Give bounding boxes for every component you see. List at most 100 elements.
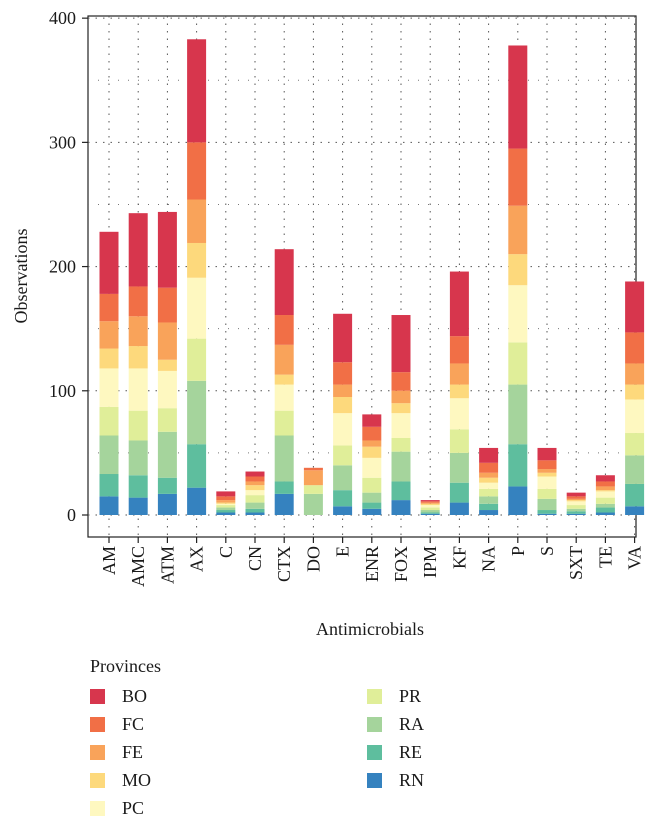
- stacked-bar-chart: 0 100 200 300 400 AM AMC ATM AX C CN CTX DO E ENR FOX IP…: [11, 8, 645, 639]
- bar-segment: [99, 406, 119, 436]
- bar-segment: [508, 342, 528, 385]
- bar-segment: [128, 213, 148, 287]
- legend-label: FC: [122, 713, 145, 734]
- x-tick-label: AMC: [128, 546, 148, 587]
- bar-segment: [128, 497, 148, 515]
- bar-segment: [128, 440, 148, 476]
- bar-segment: [245, 471, 265, 477]
- bar-segment: [216, 512, 236, 515]
- bar-segment: [595, 491, 615, 498]
- x-tick-label: AM: [99, 546, 119, 575]
- bar-segment: [99, 435, 119, 475]
- y-tick-label: 400: [49, 8, 76, 28]
- bar-segment: [508, 205, 528, 255]
- bar-segment: [157, 477, 177, 494]
- bar-segment: [479, 503, 499, 511]
- bar-segment: [479, 496, 499, 504]
- x-tick-label: SXT: [566, 546, 586, 580]
- legend-label: RE: [399, 741, 423, 762]
- bar-segment: [216, 507, 236, 511]
- bars-layer: [99, 39, 645, 515]
- bar-segment: [420, 503, 440, 506]
- bar-segment: [245, 485, 265, 491]
- bar-segment: [479, 472, 499, 478]
- x-tick-label: TE: [595, 546, 615, 568]
- y-axis-title: Observations: [11, 229, 31, 324]
- legend-title: Provinces: [90, 656, 161, 676]
- legend-item: RN: [367, 768, 424, 792]
- bar-segment: [99, 496, 119, 515]
- bar-segment: [362, 492, 382, 503]
- plot-frame: [87, 15, 637, 538]
- bar-segment: [362, 446, 382, 458]
- bar-segment: [362, 440, 382, 447]
- bar-segment: [274, 315, 294, 345]
- bar-segment: [333, 445, 353, 466]
- legend-swatch: [90, 688, 105, 704]
- bar-segment: [362, 477, 382, 493]
- x-tick-label: NA: [479, 546, 499, 572]
- x-tick-label: KF: [449, 546, 469, 569]
- bar-segment: [187, 444, 207, 488]
- bar-segment: [187, 142, 207, 200]
- bar-segment: [391, 390, 411, 404]
- bar-segment: [566, 492, 586, 497]
- bar-segment: [245, 502, 265, 509]
- bar-segment: [216, 496, 236, 501]
- bar-segment: [595, 497, 615, 504]
- bar-segment: [595, 486, 615, 491]
- bar-segment: [625, 433, 645, 456]
- bar-segment: [508, 486, 528, 515]
- legend-item: FE: [90, 740, 143, 764]
- legend-label: BO: [122, 685, 148, 706]
- legend-item: BO: [90, 684, 147, 708]
- bar-segment: [479, 488, 499, 497]
- legend-swatch: [367, 688, 382, 704]
- bar-segment: [595, 512, 615, 515]
- bar-segment: [566, 513, 586, 515]
- bar-segment: [128, 410, 148, 441]
- bar-segment: [449, 429, 469, 453]
- bar-segment: [187, 380, 207, 445]
- bar-segment: [537, 476, 557, 489]
- bar-segment: [537, 472, 557, 477]
- bar-segment: [420, 507, 440, 511]
- bar-segment: [187, 242, 207, 278]
- bar-segment: [187, 39, 207, 143]
- bar-segment: [566, 508, 586, 512]
- legend-item: FC: [90, 712, 144, 736]
- legend-item: RA: [367, 712, 424, 736]
- bar-segment: [625, 363, 645, 385]
- grid-layer: [88, 16, 636, 537]
- bar-segment: [99, 231, 119, 294]
- y-tick-label: 200: [49, 257, 76, 277]
- bar-segment: [245, 508, 265, 513]
- bar-segment: [449, 336, 469, 364]
- bar-segment: [128, 346, 148, 369]
- bar-segment: [537, 513, 557, 515]
- bar-segment: [333, 465, 353, 491]
- bar-segment: [420, 500, 440, 502]
- x-tick-label: CN: [245, 546, 265, 571]
- bar-segment: [391, 413, 411, 438]
- x-tick-label: VA: [625, 546, 645, 570]
- bar-segment: [99, 368, 119, 407]
- bar-segment: [128, 475, 148, 498]
- x-tick-label: S: [537, 546, 557, 556]
- bar-segment: [537, 498, 557, 511]
- bar-segment: [333, 313, 353, 363]
- bar-segment: [303, 493, 323, 515]
- bar-segment: [245, 476, 265, 482]
- x-tick-label: IPM: [420, 546, 440, 578]
- bar-segment: [333, 362, 353, 385]
- legend: Provinces BO FC FE MO PC PR RA RE RN: [88, 656, 508, 818]
- bar-segment: [537, 488, 557, 499]
- bar-segment: [245, 512, 265, 515]
- bar-segment: [274, 481, 294, 494]
- bar-segment: [216, 502, 236, 504]
- bar-segment: [274, 249, 294, 316]
- bar-segment: [362, 502, 382, 509]
- bar-segment: [508, 45, 528, 149]
- bar-segment: [157, 287, 177, 323]
- bar-segment: [420, 513, 440, 515]
